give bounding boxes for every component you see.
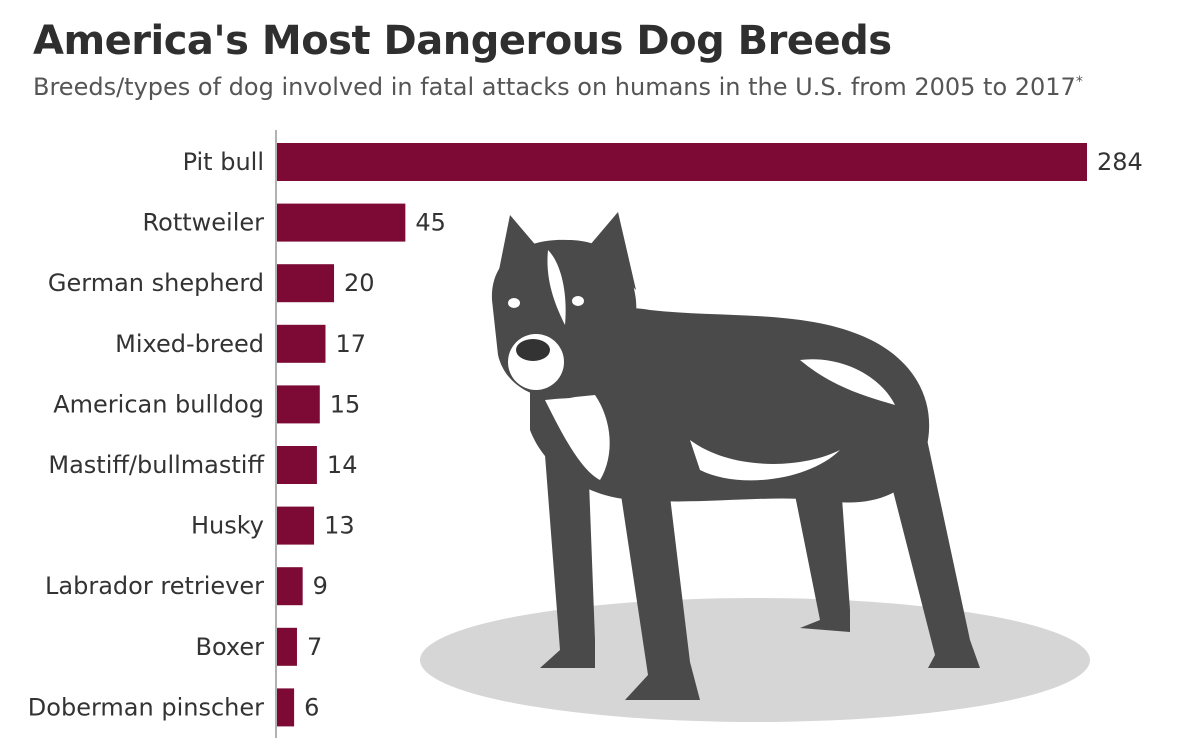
- bar-doberman-pinscher: [277, 688, 295, 727]
- dog-chest-marking: [545, 395, 610, 480]
- category-label-mixed-breed: Mixed-breed: [115, 330, 264, 358]
- bar-mastiff-bullmastiff: [277, 446, 317, 484]
- value-label-doberman-pinscher: 6: [304, 693, 319, 721]
- footnote-marker: *: [1075, 74, 1083, 90]
- value-label-pit-bull: 284: [1097, 148, 1143, 176]
- dog-shadow: [420, 598, 1090, 722]
- dog-nose: [516, 339, 550, 361]
- pit-bull-dog-icon: [420, 212, 1090, 722]
- dog-flank-marking: [800, 359, 895, 405]
- value-label-labrador-retriever: 9: [313, 572, 328, 600]
- dog-body: [530, 308, 930, 503]
- dog-blaze-marking: [547, 250, 566, 325]
- value-label-rottweiler: 45: [415, 209, 446, 237]
- bar-mixed-breed: [277, 324, 326, 363]
- category-label-american-bulldog: American bulldog: [53, 390, 264, 418]
- category-label-labrador-retriever: Labrador retriever: [45, 572, 264, 600]
- bar-rottweiler: [277, 203, 406, 242]
- dog-eye-right: [572, 296, 584, 306]
- subtitle-text: Breeds/types of dog involved in fatal at…: [33, 73, 1076, 101]
- dog-leg-back-right: [880, 430, 980, 668]
- dog-eye-left: [508, 298, 520, 308]
- dog-leg-front-right: [615, 455, 700, 700]
- category-label-doberman-pinscher: Doberman pinscher: [28, 693, 264, 721]
- dog-leg-front-left: [540, 455, 595, 668]
- category-label-rottweiler: Rottweiler: [143, 209, 265, 237]
- category-label-mastiff-bullmastiff: Mastiff/bullmastiff: [48, 451, 264, 479]
- bar-labrador-retriever: [277, 567, 303, 606]
- value-label-mixed-breed: 17: [335, 330, 366, 358]
- chart-title: America's Most Dangerous Dog Breeds: [33, 18, 892, 64]
- category-label-husky: Husky: [191, 512, 264, 540]
- value-label-german-shepherd: 20: [344, 269, 375, 297]
- bar-american-bulldog: [277, 385, 320, 424]
- value-label-boxer: 7: [307, 633, 322, 661]
- dog-leg-back-left: [790, 470, 850, 632]
- bar-boxer: [277, 627, 297, 666]
- bar-german-shepherd: [277, 264, 335, 303]
- value-label-american-bulldog: 15: [330, 390, 361, 418]
- bar-husky: [277, 506, 315, 545]
- category-label-pit-bull: Pit bull: [183, 148, 264, 176]
- bars-group: Pit bull 284 Rottweiler 45 German shepherd 20…: [28, 143, 1143, 727]
- value-label-husky: 13: [324, 512, 355, 540]
- chart-subtitle: Breeds/types of dog involved in fatal at…: [33, 73, 1083, 101]
- category-label-boxer: Boxer: [195, 633, 264, 661]
- bar-pit-bull: [277, 143, 1087, 181]
- category-label-german-shepherd: German shepherd: [48, 269, 264, 297]
- dog-belly-marking: [690, 440, 840, 481]
- value-label-mastiff-bullmastiff: 14: [327, 451, 358, 479]
